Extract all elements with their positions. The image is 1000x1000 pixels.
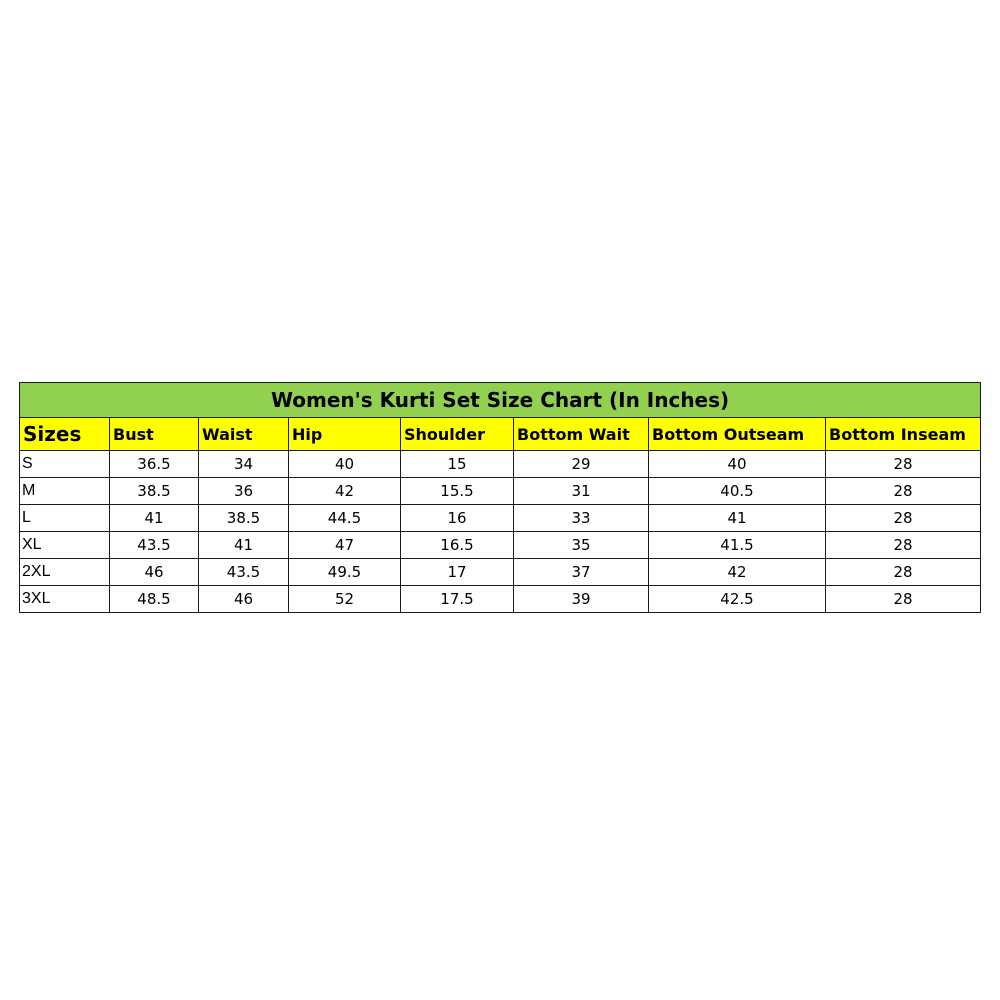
header-hip: Hip: [288, 417, 401, 451]
cell-bottom-wait: 35: [513, 531, 649, 559]
cell-bust: 46: [109, 558, 199, 586]
cell-bottom-inseam: 28: [824, 450, 982, 478]
cell-bottom-outseam: 41: [648, 504, 826, 532]
cell-waist: 36: [198, 477, 289, 505]
table-row: L 41 38.5 44.5 16 33 41 28: [19, 504, 982, 532]
cell-shoulder: 17.5: [400, 585, 514, 613]
cell-shoulder: 15: [400, 450, 514, 478]
cell-bottom-outseam: 41.5: [648, 531, 826, 559]
table-row: 3XL 48.5 46 52 17.5 39 42.5 28: [19, 585, 982, 613]
cell-shoulder: 16.5: [400, 531, 514, 559]
table-row: S 36.5 34 40 15 29 40 28: [19, 450, 982, 478]
header-bottom-wait: Bottom Wait: [513, 417, 649, 451]
cell-bottom-inseam: 28: [824, 477, 982, 505]
size-chart-table: Women's Kurti Set Size Chart (In Inches)…: [18, 382, 982, 613]
cell-bust: 38.5: [109, 477, 199, 505]
cell-hip: 40: [288, 450, 401, 478]
cell-size: S: [19, 450, 110, 478]
cell-bottom-outseam: 40.5: [648, 477, 826, 505]
cell-waist: 41: [198, 531, 289, 559]
table-title: Women's Kurti Set Size Chart (In Inches): [18, 382, 982, 418]
cell-bust: 43.5: [109, 531, 199, 559]
cell-bottom-outseam: 42: [648, 558, 826, 586]
cell-bottom-outseam: 42.5: [648, 585, 826, 613]
cell-waist: 46: [198, 585, 289, 613]
table-row: 2XL 46 43.5 49.5 17 37 42 28: [19, 558, 982, 586]
cell-bottom-inseam: 28: [824, 504, 982, 532]
cell-waist: 43.5: [198, 558, 289, 586]
header-row: Sizes Bust Waist Hip Shoulder Bottom Wai…: [19, 417, 982, 451]
cell-bust: 36.5: [109, 450, 199, 478]
header-bottom-outseam: Bottom Outseam: [648, 417, 826, 451]
cell-hip: 42: [288, 477, 401, 505]
header-bottom-inseam: Bottom Inseam: [824, 417, 982, 451]
cell-bottom-outseam: 40: [648, 450, 826, 478]
cell-hip: 44.5: [288, 504, 401, 532]
cell-waist: 34: [198, 450, 289, 478]
cell-size: 2XL: [19, 558, 110, 586]
cell-bottom-wait: 37: [513, 558, 649, 586]
cell-bust: 41: [109, 504, 199, 532]
table-row: M 38.5 36 42 15.5 31 40.5 28: [19, 477, 982, 505]
cell-size: 3XL: [19, 585, 110, 613]
cell-bottom-wait: 33: [513, 504, 649, 532]
cell-size: L: [19, 504, 110, 532]
header-bust: Bust: [109, 417, 199, 451]
table-row: XL 43.5 41 47 16.5 35 41.5 28: [19, 531, 982, 559]
cell-bottom-wait: 31: [513, 477, 649, 505]
cell-bottom-wait: 29: [513, 450, 649, 478]
cell-waist: 38.5: [198, 504, 289, 532]
cell-shoulder: 16: [400, 504, 514, 532]
cell-hip: 52: [288, 585, 401, 613]
cell-bottom-inseam: 28: [824, 531, 982, 559]
cell-bottom-inseam: 28: [824, 558, 982, 586]
cell-shoulder: 17: [400, 558, 514, 586]
cell-bust: 48.5: [109, 585, 199, 613]
cell-size: M: [19, 477, 110, 505]
cell-hip: 49.5: [288, 558, 401, 586]
cell-bottom-inseam: 28: [824, 585, 982, 613]
header-waist: Waist: [198, 417, 289, 451]
cell-bottom-wait: 39: [513, 585, 649, 613]
header-sizes: Sizes: [19, 417, 110, 451]
cell-hip: 47: [288, 531, 401, 559]
cell-size: XL: [19, 531, 110, 559]
header-shoulder: Shoulder: [400, 417, 514, 451]
cell-shoulder: 15.5: [400, 477, 514, 505]
